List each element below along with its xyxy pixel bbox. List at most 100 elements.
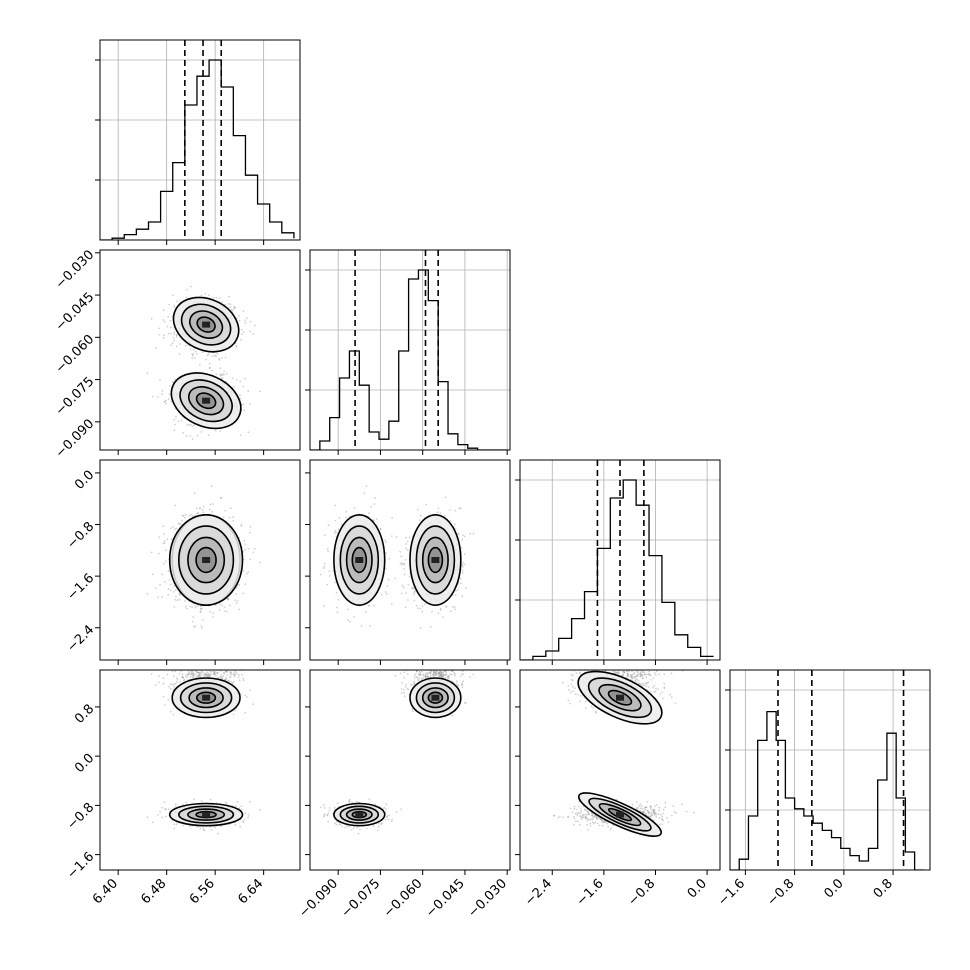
histogram-1 — [310, 269, 508, 450]
sample-point — [199, 611, 202, 613]
sample-point — [345, 516, 347, 519]
sample-point — [460, 547, 463, 549]
contour-0-1 — [415, 525, 456, 595]
sample-point — [462, 561, 465, 564]
sample-point — [414, 590, 416, 593]
sample-point — [223, 671, 225, 674]
panel-frame — [99, 249, 301, 451]
sample-point — [175, 345, 178, 348]
sample-point — [173, 339, 176, 342]
sample-point — [413, 591, 416, 594]
sample-point — [461, 538, 464, 541]
sample-point — [191, 425, 194, 428]
contour-1-2 — [345, 536, 373, 584]
sample-point — [192, 672, 195, 674]
sample-point — [448, 509, 451, 511]
sample-point — [384, 591, 387, 593]
sample-point — [229, 303, 232, 305]
sample-point — [166, 325, 169, 328]
sample-point — [239, 394, 242, 397]
sample-point — [229, 604, 231, 607]
sample-point — [172, 526, 175, 528]
sample-point — [182, 514, 185, 517]
sample-point — [242, 821, 245, 824]
sample-point — [454, 608, 457, 611]
sample-point — [150, 551, 153, 554]
sample-point — [194, 605, 196, 607]
histogram-0 — [100, 59, 295, 240]
sample-point — [244, 543, 247, 546]
sample-point — [459, 507, 462, 510]
sample-point — [205, 672, 208, 675]
sample-point — [229, 676, 231, 679]
sample-point — [192, 675, 194, 678]
sample-point — [240, 525, 243, 527]
sample-point — [191, 438, 194, 441]
sample-point — [365, 485, 368, 488]
sample-point — [182, 432, 184, 434]
y-tick-label-1-0: −0.090 — [53, 417, 98, 462]
sample-point — [199, 672, 202, 674]
sample-point — [218, 297, 221, 300]
sample-point — [146, 372, 149, 375]
sample-point — [238, 583, 241, 586]
sample-point — [232, 673, 235, 675]
sample-point — [238, 608, 241, 611]
sample-point — [407, 599, 409, 601]
sample-point — [244, 319, 247, 322]
sample-point — [162, 677, 165, 679]
sample-point — [154, 587, 157, 590]
sample-point — [444, 514, 446, 517]
sample-point — [224, 670, 227, 673]
sample-point — [223, 370, 225, 373]
sample-point — [151, 395, 154, 398]
sample-point — [157, 596, 159, 599]
sample-point — [168, 303, 171, 306]
panel-0-0 — [95, 39, 301, 245]
sample-point — [213, 673, 216, 676]
sample-point — [201, 627, 203, 629]
sample-point — [164, 560, 167, 563]
sample-point — [195, 670, 198, 672]
contour-0-0 — [172, 296, 240, 353]
sample-point — [219, 675, 222, 678]
sample-point — [215, 373, 218, 376]
sample-point — [419, 607, 422, 610]
sample-point — [213, 670, 216, 673]
sample-point — [235, 346, 238, 348]
sample-point — [327, 524, 330, 527]
sample-point — [200, 607, 202, 610]
sample-point — [163, 400, 166, 403]
sample-point — [247, 547, 250, 550]
sample-point — [190, 672, 193, 674]
sample-point — [178, 593, 181, 596]
sample-point — [222, 373, 225, 376]
sample-point — [178, 523, 181, 526]
sample-point — [191, 515, 194, 518]
sample-point — [159, 379, 161, 382]
sample-point — [403, 568, 406, 570]
sample-point — [385, 568, 388, 570]
sample-point — [249, 526, 252, 528]
sample-point — [245, 696, 248, 698]
sample-point — [192, 353, 195, 355]
sample-point — [454, 523, 456, 526]
y-tick-label-2-1: −1.6 — [64, 571, 97, 604]
contour-1-2 — [187, 386, 225, 416]
sample-point — [457, 533, 460, 536]
sample-point — [210, 673, 213, 675]
sample-point — [162, 309, 165, 311]
sample-point — [167, 698, 170, 701]
density-peak-1 — [202, 397, 211, 404]
sample-point — [185, 513, 187, 516]
sample-point — [197, 512, 199, 514]
sample-point — [405, 592, 407, 595]
sample-point — [439, 512, 442, 514]
sample-point — [436, 511, 439, 514]
sample-point — [387, 578, 390, 581]
sample-point — [458, 507, 461, 510]
sample-point — [200, 673, 203, 676]
sample-point — [203, 673, 206, 676]
sample-point — [363, 492, 366, 495]
